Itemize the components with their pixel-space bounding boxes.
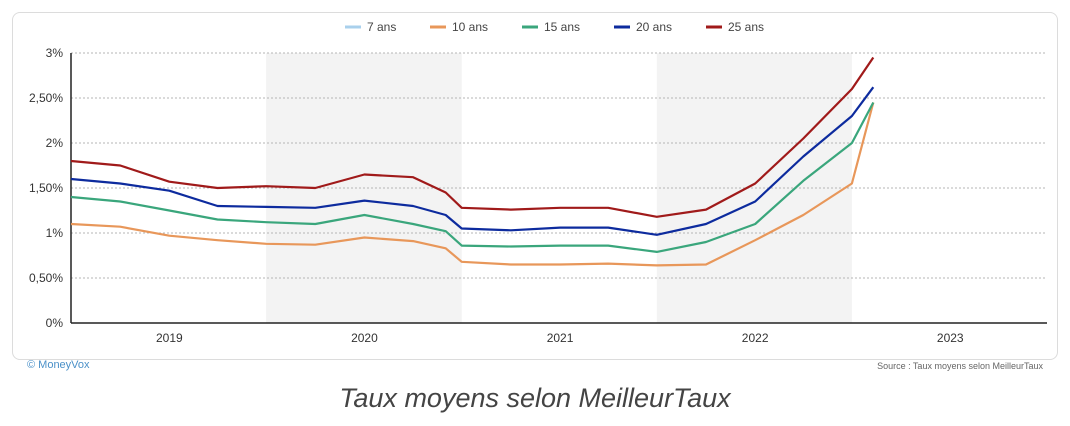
series-line (70, 102, 875, 267)
brand-label: © MoneyVox (27, 359, 90, 371)
legend-label[interactable]: 20 ans (636, 20, 672, 34)
series-line (70, 86, 875, 236)
legend-label[interactable]: 25 ans (728, 20, 764, 34)
x-tick-label: 2023 (937, 331, 964, 345)
y-tick-label: 1% (46, 226, 64, 240)
legend-label[interactable]: 7 ans (367, 20, 396, 34)
year-band (656, 53, 852, 323)
series-line (70, 56, 875, 218)
y-tick-label: 2,50% (29, 91, 63, 105)
x-tick-label: 2020 (351, 331, 378, 345)
legend-label[interactable]: 10 ans (452, 20, 488, 34)
x-tick-label: 2021 (547, 331, 574, 345)
y-tick-label: 0% (46, 316, 64, 330)
y-tick-label: 3% (46, 46, 64, 60)
legend-label[interactable]: 15 ans (544, 20, 580, 34)
y-tick-label: 1,50% (29, 181, 63, 195)
source-label: Source : Taux moyens selon MeilleurTaux (877, 361, 1043, 371)
chart-card: 0% 0,50% 1% 1,50% 2% 2,50% 3% 2019 2020 2021 2022 2… (12, 12, 1058, 371)
series-line (70, 101, 875, 253)
y-tick-label: 2% (46, 136, 64, 150)
x-tick-label: 2022 (742, 331, 769, 345)
chart-caption: Taux moyens selon MeilleurTaux (339, 383, 731, 413)
y-tick-label: 0,50% (29, 271, 63, 285)
x-tick-label: 2019 (156, 331, 183, 345)
line-chart: 0% 0,50% 1% 1,50% 2% 2,50% 3% 2019 2020 2021 2022 2… (29, 20, 1047, 345)
